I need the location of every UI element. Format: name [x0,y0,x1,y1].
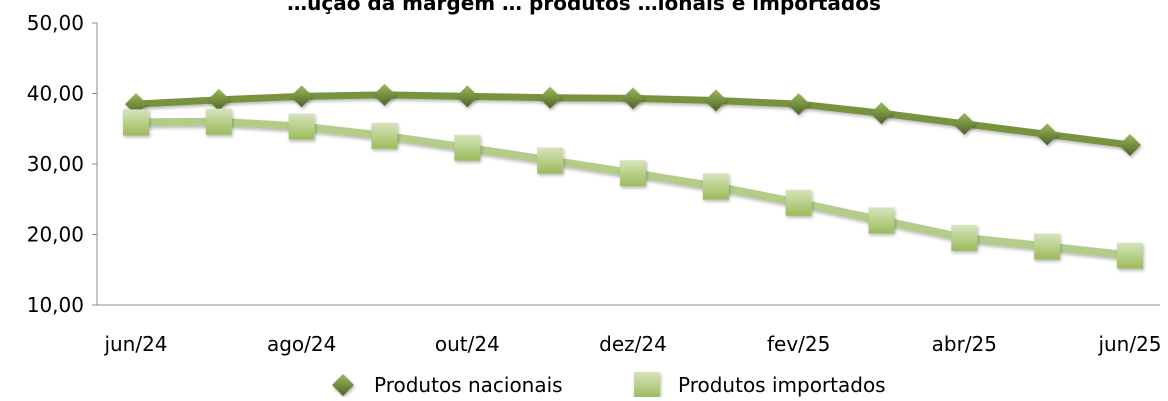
y-tick-label: 40,00 [27,82,84,106]
data-point-s0-6 [622,87,644,110]
legend-item-0: Produtos nacionais [308,373,563,397]
data-point-s0-1 [207,88,230,111]
data-point-s0-4 [456,85,479,108]
data-point-s1-8 [785,189,812,216]
data-point-s1-2 [288,113,315,140]
data-point-s0-2 [290,85,313,108]
x-tick-label: jun/24 [103,332,167,356]
series-nacionais [125,83,1141,156]
x-tick-label: jun/25 [1097,332,1161,356]
data-point-s0-legend [332,374,354,396]
data-point-s0-3 [373,83,396,106]
data-point-s1-4 [454,134,481,161]
legend-label: Produtos nacionais [374,373,563,397]
data-point-s1-12 [1117,242,1143,269]
chart-title: …ução da margem … produtos …ionais e imp… [287,0,881,15]
data-point-s0-9 [870,102,893,125]
data-point-s0-11 [1036,123,1059,146]
x-tick-label: fev/25 [767,332,830,356]
data-point-s1-0 [123,109,149,136]
y-tick-label: 50,00 [27,11,84,35]
data-point-s1-1 [205,108,232,135]
data-point-s1-6 [620,160,646,187]
y-tick-label: 30,00 [27,152,84,176]
series-importados [123,108,1143,269]
x-tick-label: abr/25 [932,332,997,356]
legend-label: Produtos importados [678,373,886,397]
data-point-s1-7 [702,173,729,200]
series-line-1 [132,117,1134,260]
data-point-s0-7 [704,89,727,112]
data-point-s1-legend [634,372,660,398]
data-point-s1-9 [868,207,895,234]
data-point-s1-3 [371,122,398,149]
y-tick-label: 10,00 [27,293,84,317]
data-point-s0-5 [539,86,562,109]
x-tick-label: out/24 [435,332,500,356]
data-point-s0-8 [787,93,810,116]
x-tick-label: dez/24 [599,332,667,356]
data-point-s1-5 [537,147,564,174]
data-point-s1-10 [951,225,978,252]
data-point-s0-10 [953,112,976,135]
data-point-s1-11 [1034,233,1061,260]
data-point-s0-12 [1119,133,1141,156]
x-tick-label: ago/24 [267,332,336,356]
y-tick-label: 20,00 [27,223,84,247]
legend-item-1: Produtos importados [612,372,886,398]
